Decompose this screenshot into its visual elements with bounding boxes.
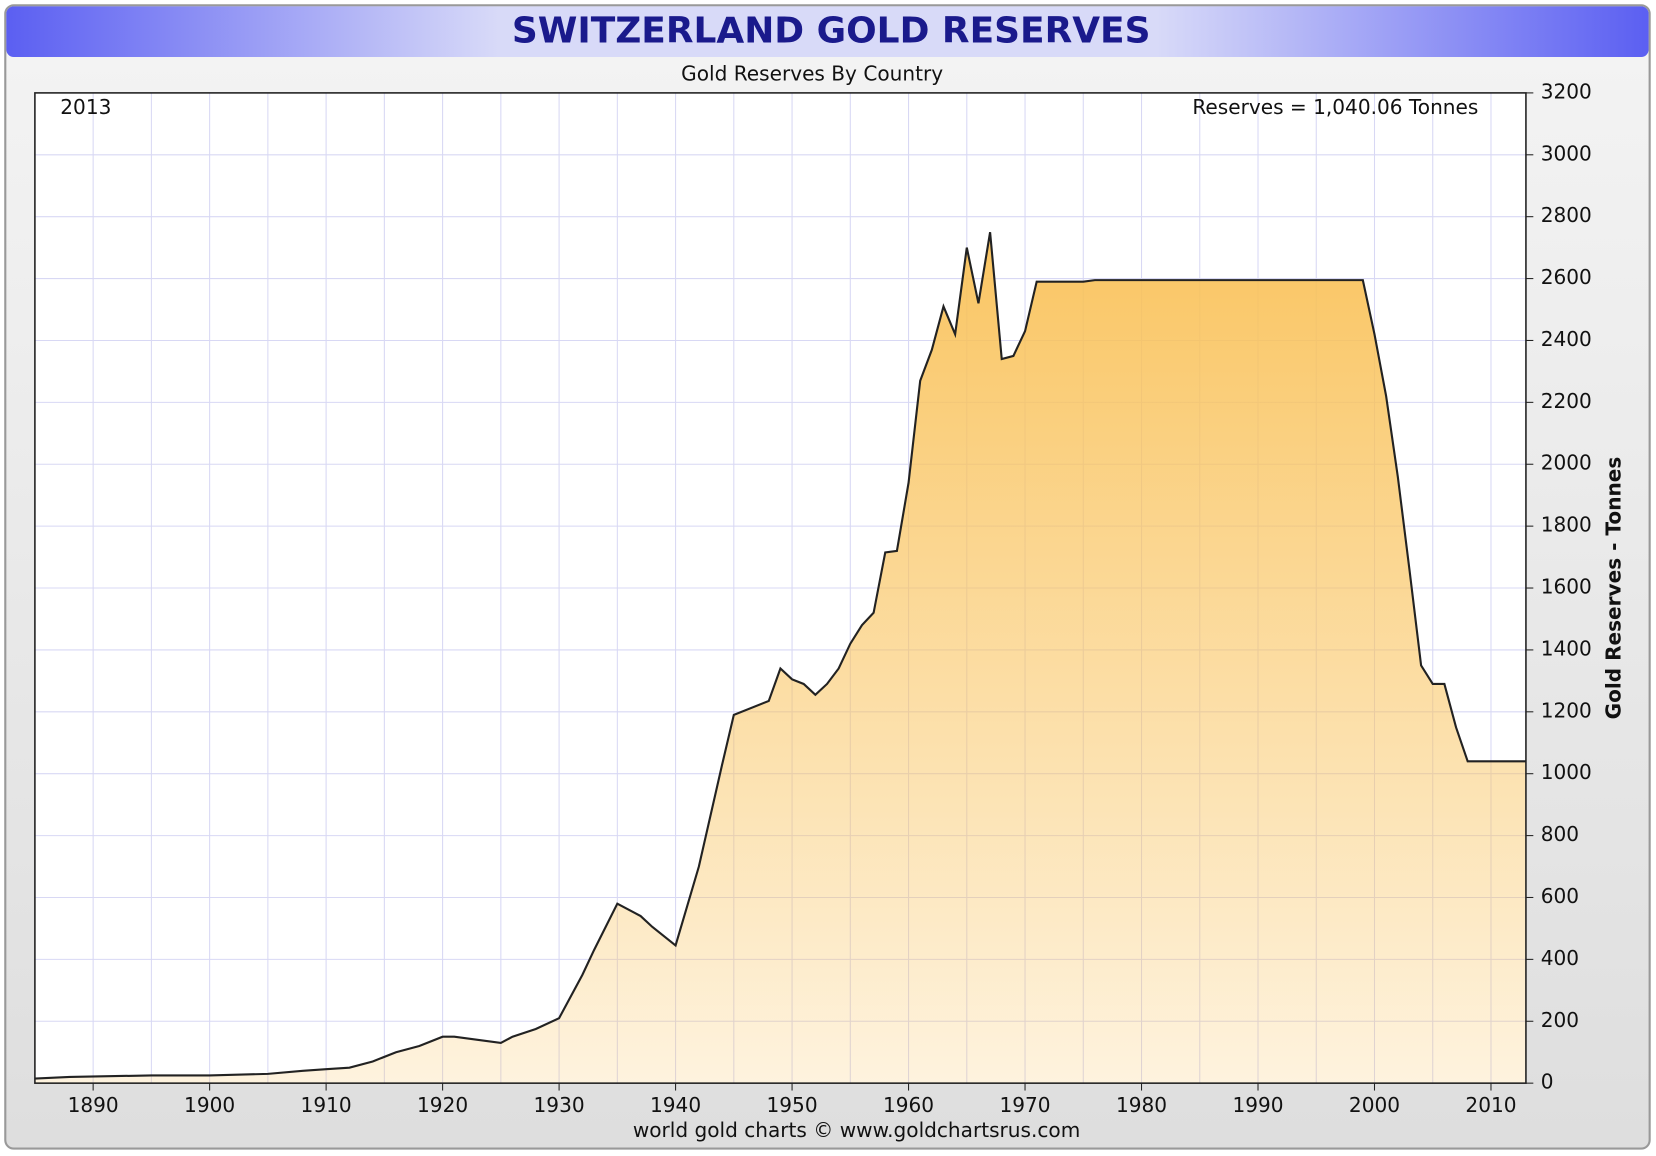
subtitle: Gold Reserves By Country (681, 61, 943, 85)
x-tick-label: 2000 (1349, 1093, 1400, 1117)
y-tick-label: 2600 (1541, 265, 1592, 289)
x-tick-label: 1980 (1116, 1093, 1167, 1117)
y-tick-label: 2800 (1541, 203, 1592, 227)
y-tick-label: 3000 (1541, 141, 1592, 165)
y-tick-label: 400 (1541, 946, 1579, 970)
x-tick-label: 1900 (184, 1093, 235, 1117)
source: world gold charts © www.goldchartsrus.co… (633, 1118, 1080, 1142)
x-tick-label: 1990 (1232, 1093, 1283, 1117)
x-tick-label: 1920 (417, 1093, 468, 1117)
area-line (34, 231, 1526, 1080)
y-tick-label: 1600 (1541, 575, 1592, 599)
x-tick-label: 1930 (534, 1093, 585, 1117)
y-tick-label: 1000 (1541, 760, 1592, 784)
y-tick-label: 2000 (1541, 451, 1592, 475)
x-tick-label: 1890 (68, 1093, 119, 1117)
x-tick-label: 1910 (301, 1093, 352, 1117)
y-tick-label: 1800 (1541, 513, 1592, 537)
y-tick-label: 2400 (1541, 327, 1592, 351)
x-tick-label: 1950 (767, 1093, 818, 1117)
title-bar (6, 6, 1649, 58)
x-tick-label: 1970 (999, 1093, 1050, 1117)
y-tick-label: 0 (1541, 1070, 1554, 1094)
y-tick-label: 1200 (1541, 698, 1592, 722)
x-tick-label: 1960 (883, 1093, 934, 1117)
y-tick-label: 600 (1541, 884, 1579, 908)
y-axis-label: Gold Reserves - Tonnes (1601, 457, 1625, 720)
area-fill (34, 232, 1526, 1084)
x-tick-label: 2010 (1465, 1093, 1516, 1117)
y-tick-label: 2200 (1541, 389, 1592, 413)
y-tick-label: 3200 (1541, 79, 1592, 103)
annotation: 2013 (60, 95, 111, 119)
x-tick-label: 1940 (650, 1093, 701, 1117)
y-tick-label: 1400 (1541, 636, 1592, 660)
y-tick-label: 200 (1541, 1008, 1579, 1032)
chart-title: SWITZERLAND GOLD RESERVES (512, 11, 1151, 52)
annotation: Reserves = 1,040.06 Tonnes (1192, 95, 1478, 119)
y-tick-label: 800 (1541, 822, 1579, 846)
